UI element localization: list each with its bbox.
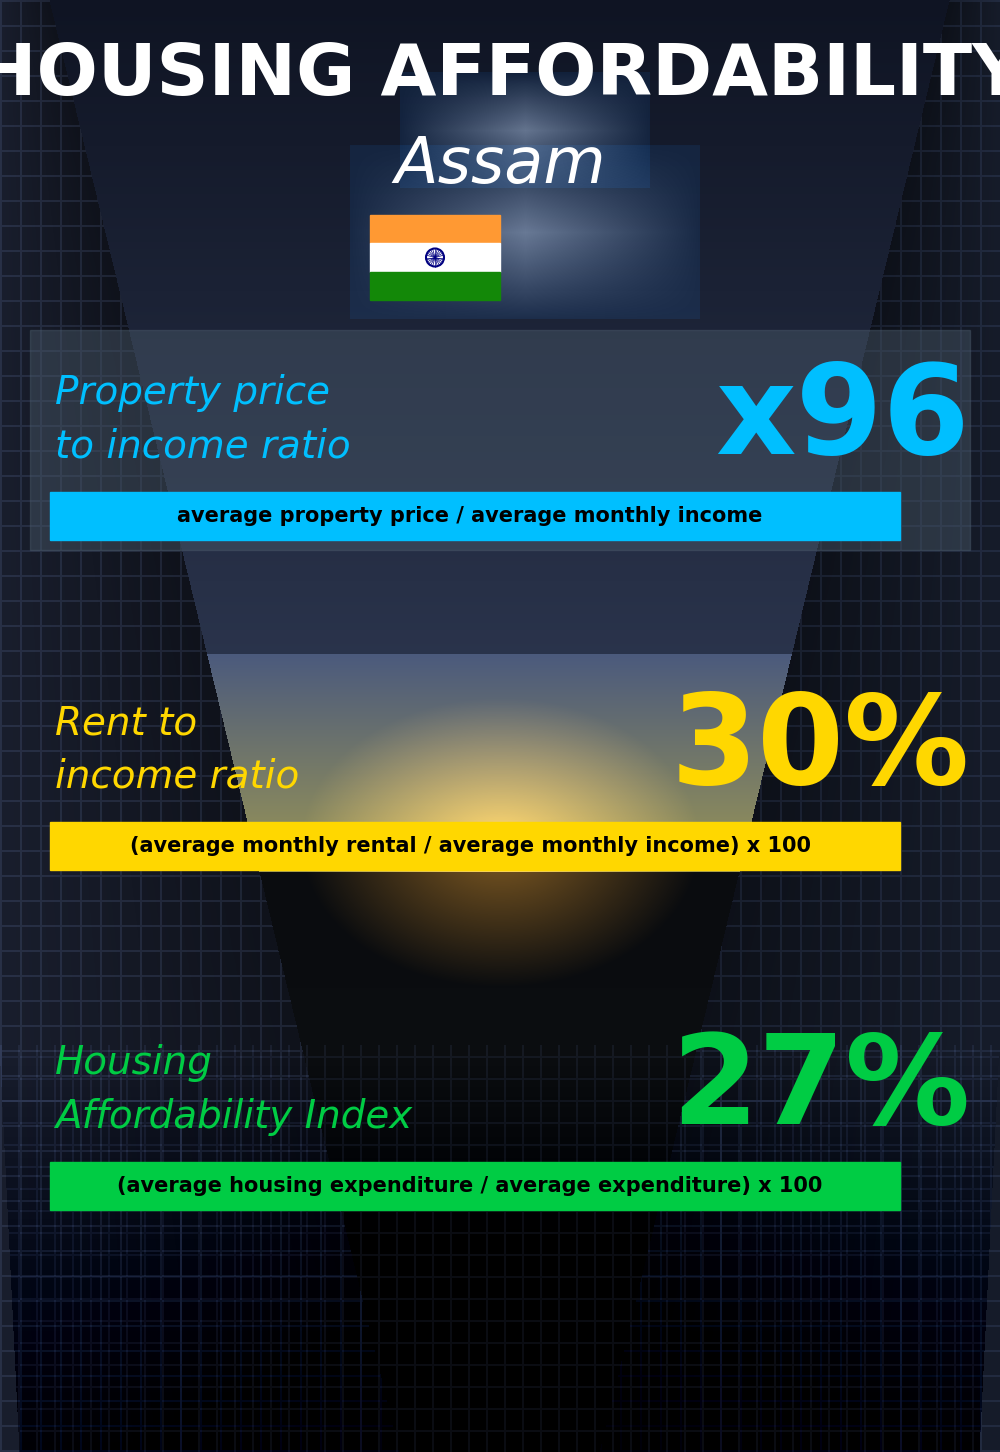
Text: average property price / average monthly income: average property price / average monthly… [177,505,763,526]
Bar [370,272,500,301]
Text: 27%: 27% [671,1029,970,1150]
Bar [370,244,500,272]
Text: Assam: Assam [394,134,606,196]
Text: 30%: 30% [671,690,970,810]
Bar [30,330,970,550]
Bar [370,215,500,244]
Text: x96: x96 [715,360,970,481]
Bar [50,492,900,540]
Text: (average monthly rental / average monthly income) x 100: (average monthly rental / average monthl… [130,836,810,857]
Text: Rent to
income ratio: Rent to income ratio [55,704,299,796]
Bar [50,1162,900,1210]
Text: Property price
to income ratio: Property price to income ratio [55,375,351,466]
Text: (average housing expenditure / average expenditure) x 100: (average housing expenditure / average e… [117,1176,823,1196]
Text: Housing
Affordability Index: Housing Affordability Index [55,1044,412,1135]
Text: HOUSING AFFORDABILITY: HOUSING AFFORDABILITY [0,41,1000,109]
Bar [50,822,900,870]
